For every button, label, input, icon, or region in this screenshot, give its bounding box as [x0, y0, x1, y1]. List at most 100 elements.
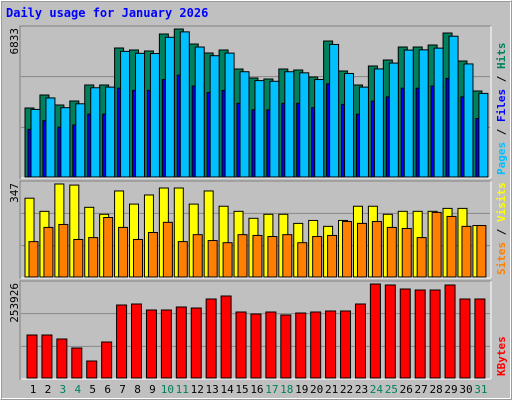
- x-tick-label: 10: [161, 383, 174, 396]
- legend-entry: Hits: [495, 43, 508, 70]
- bar: [145, 309, 157, 379]
- bar: [133, 238, 144, 278]
- bar: [295, 312, 307, 379]
- bar: [71, 347, 83, 379]
- bar: [45, 97, 56, 178]
- bar: [476, 225, 487, 278]
- x-tick-label: 19: [295, 383, 308, 396]
- x-tick-label: 3: [60, 383, 67, 396]
- bar: [344, 72, 355, 178]
- x-tick-label: 12: [191, 383, 204, 396]
- bar: [327, 234, 338, 278]
- bar: [463, 63, 474, 178]
- legend-entry: Visits: [495, 182, 508, 222]
- bar: [342, 221, 353, 278]
- x-tick-label: 28: [429, 383, 442, 396]
- x-tick-label: 25: [385, 383, 398, 396]
- x-tick-label: 30: [459, 383, 472, 396]
- bar: [135, 52, 146, 178]
- bar: [207, 240, 218, 278]
- bar: [239, 71, 250, 178]
- x-tick-label: 27: [415, 383, 428, 396]
- y-max-label: 6833: [8, 28, 21, 55]
- bar: [354, 303, 366, 379]
- bar: [120, 50, 131, 178]
- bar: [314, 79, 325, 178]
- bar: [73, 238, 84, 278]
- bar: [88, 237, 99, 278]
- bar: [340, 310, 352, 379]
- x-tick-label: 16: [250, 383, 263, 396]
- x-tick-label: 20: [310, 383, 323, 396]
- bar: [429, 289, 441, 379]
- bar: [179, 31, 190, 178]
- bar: [269, 80, 280, 178]
- bar: [220, 295, 232, 379]
- bar: [310, 311, 322, 379]
- bar: [43, 226, 54, 278]
- bar: [369, 283, 381, 379]
- bar: [41, 334, 53, 379]
- x-tick-label: 24: [370, 383, 384, 396]
- bar: [418, 49, 429, 178]
- legend-entry: Pages: [495, 142, 508, 175]
- bar: [358, 86, 369, 178]
- bar: [371, 221, 382, 278]
- bar: [118, 226, 129, 278]
- bar: [282, 234, 293, 278]
- x-tick-label: 9: [149, 383, 156, 396]
- x-tick-label: 13: [206, 383, 219, 396]
- x-tick-label: 23: [355, 383, 368, 396]
- bar: [90, 87, 101, 178]
- bar: [101, 341, 113, 379]
- bar: [75, 103, 86, 178]
- bar: [164, 36, 175, 178]
- bar: [267, 236, 278, 278]
- bar: [30, 108, 41, 178]
- bar: [194, 46, 205, 178]
- bar: [222, 242, 233, 278]
- legend-separator: /: [495, 122, 508, 142]
- bar: [162, 221, 173, 278]
- bar: [175, 306, 187, 379]
- bar: [356, 222, 367, 278]
- bar: [235, 311, 247, 379]
- bar: [403, 49, 414, 178]
- bar: [416, 237, 427, 278]
- bar: [177, 241, 188, 278]
- bar: [446, 215, 457, 278]
- x-tick-label: 15: [235, 383, 248, 396]
- bar: [478, 92, 489, 178]
- x-tick-label: 22: [340, 383, 353, 396]
- bar: [386, 226, 397, 278]
- bar: [237, 234, 248, 278]
- bar: [149, 53, 160, 178]
- x-tick-label: 14: [220, 383, 234, 396]
- bar: [299, 72, 310, 178]
- bar: [431, 211, 442, 278]
- bar: [28, 241, 39, 278]
- bar: [254, 80, 265, 178]
- bar: [373, 68, 384, 178]
- bar: [160, 309, 172, 379]
- bar: [105, 86, 116, 178]
- bar: [325, 310, 337, 379]
- bar: [461, 225, 472, 278]
- x-tick-label: 7: [119, 383, 126, 396]
- bar: [147, 232, 158, 278]
- bar: [190, 307, 202, 379]
- legend-entry: KBytes: [495, 336, 508, 376]
- bar: [224, 52, 235, 178]
- x-tick-label: 1: [30, 383, 37, 396]
- bar: [388, 62, 399, 178]
- y-max-label: 347: [8, 183, 21, 203]
- legend-entry: Sites: [495, 242, 508, 275]
- bar: [131, 303, 143, 379]
- bar: [116, 304, 128, 379]
- legend: Pages / Files / Hits: [495, 43, 508, 176]
- bar: [205, 298, 217, 379]
- bar: [444, 284, 456, 379]
- x-tick-label: 11: [176, 383, 189, 396]
